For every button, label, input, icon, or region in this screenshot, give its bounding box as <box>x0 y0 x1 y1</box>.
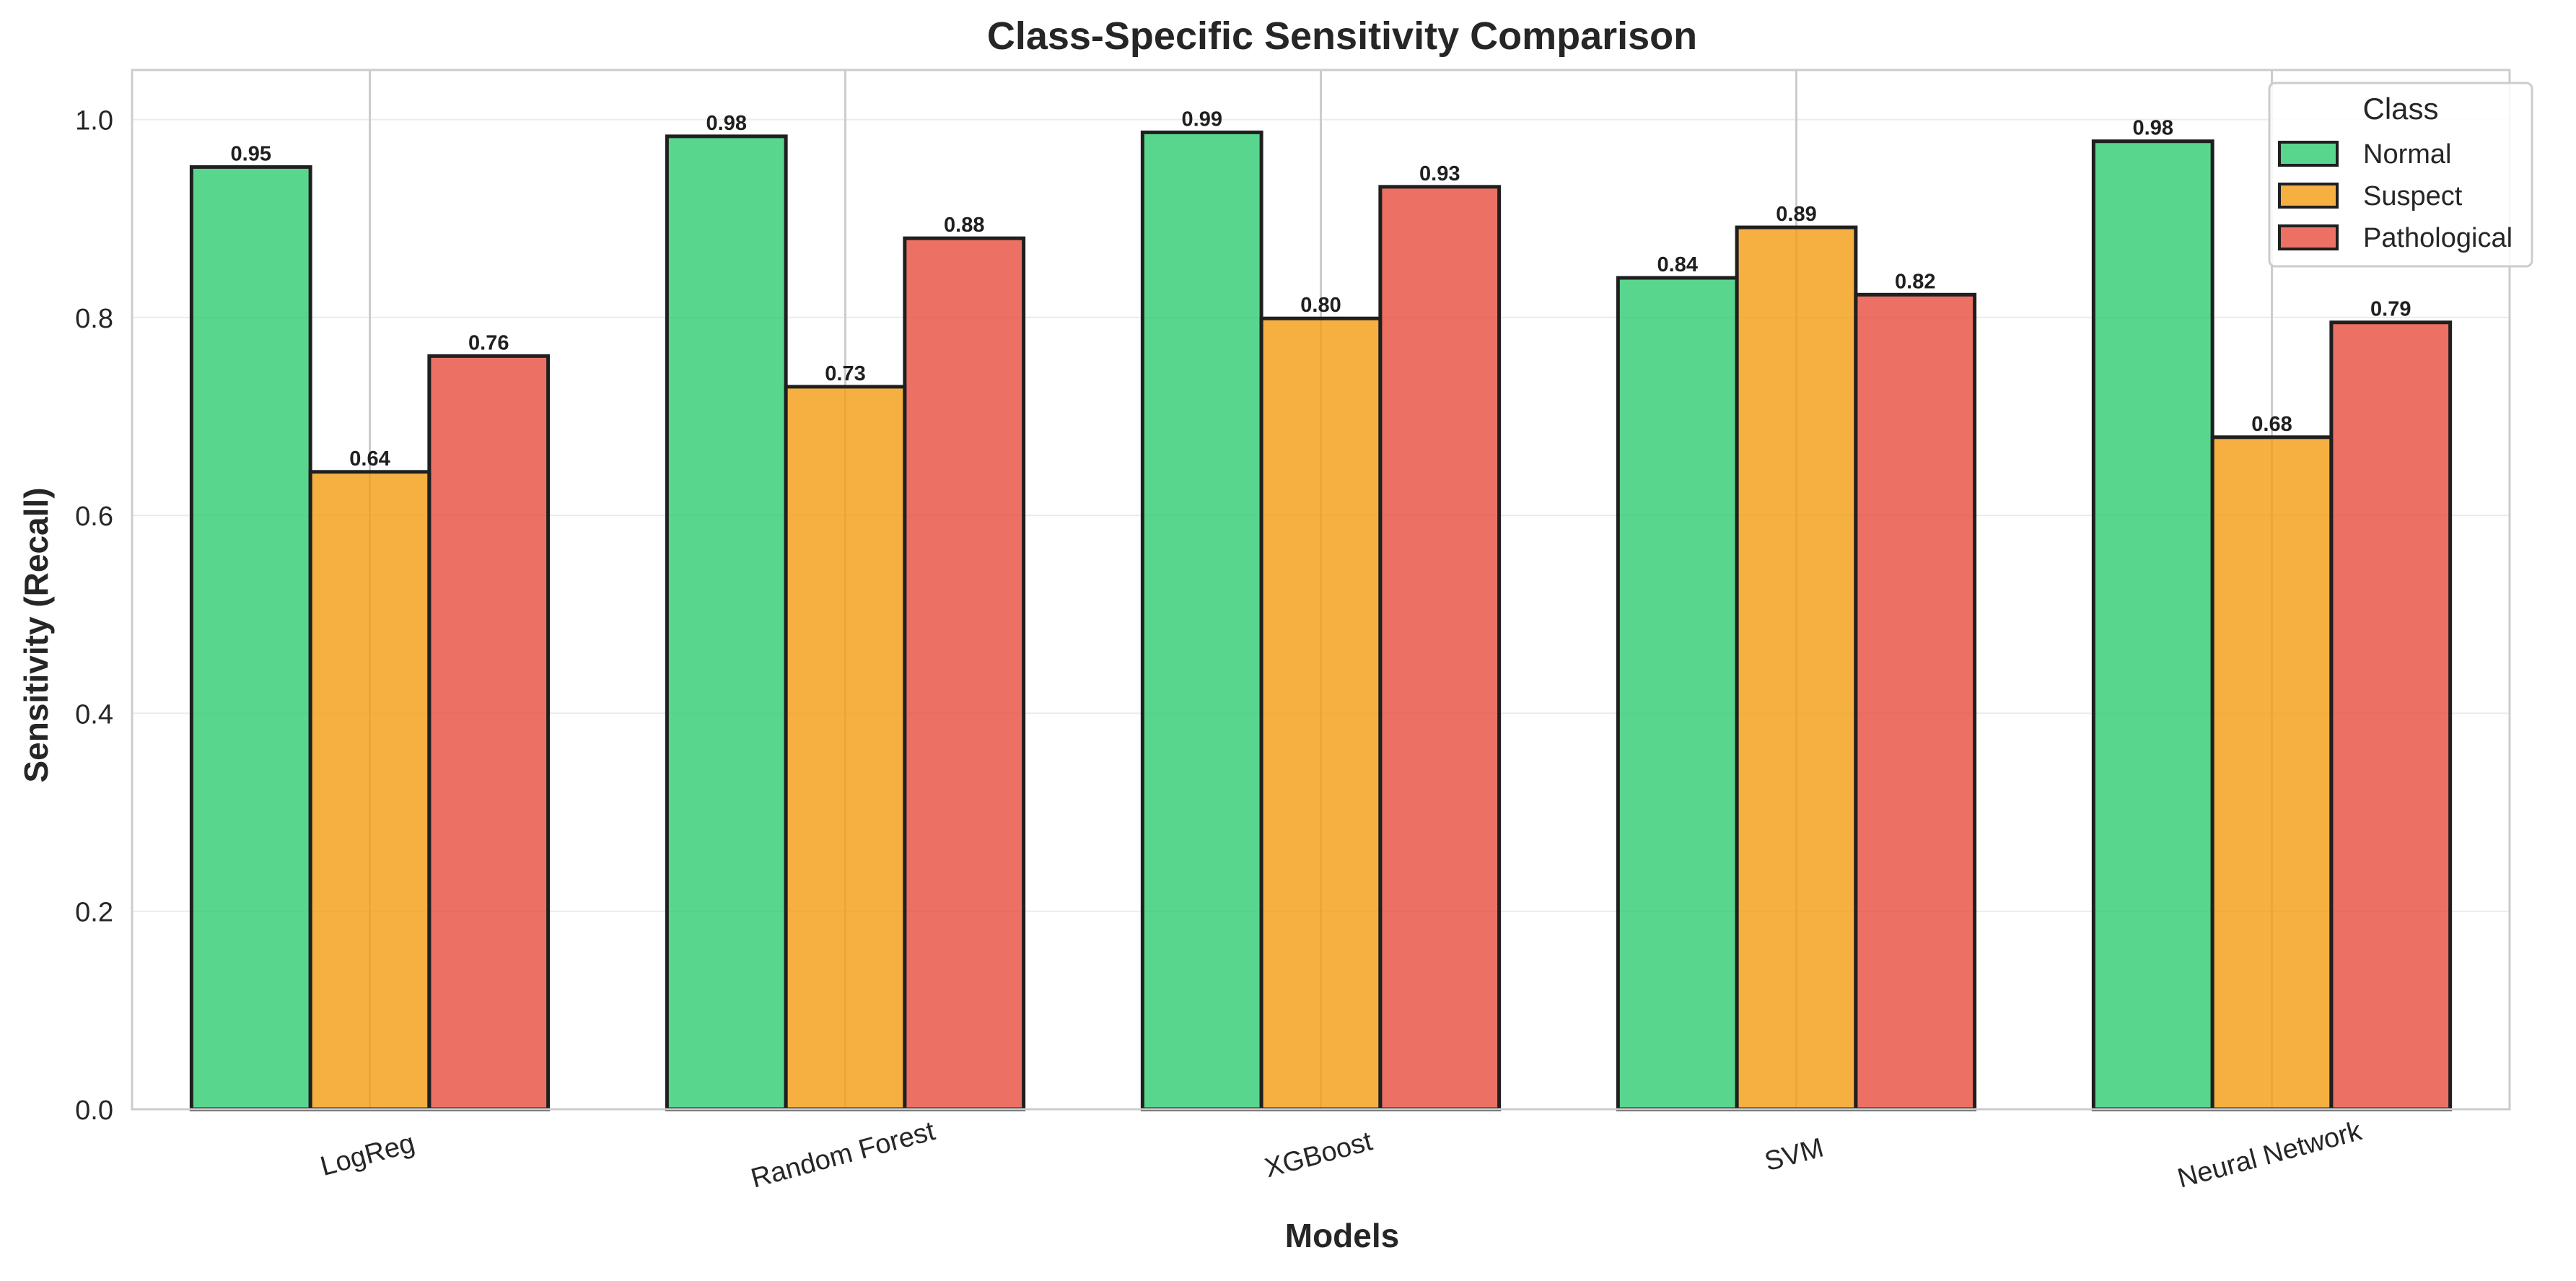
bar-value-label: 0.84 <box>1657 253 1698 276</box>
plot-frame <box>131 69 2511 1111</box>
bar-pathological <box>1378 185 1502 1111</box>
legend-label: Suspect <box>2363 181 2463 211</box>
chart-title: Class-Specific Sensitivity Comparison <box>987 14 1697 58</box>
bar-value-label: 0.76 <box>468 331 509 354</box>
legend-title: Class <box>2362 92 2438 126</box>
bar-value-label: 0.82 <box>1895 270 1935 293</box>
bar-pathological <box>903 236 1026 1111</box>
y-tick-label: 0.6 <box>75 502 113 532</box>
bar-value-label: 0.98 <box>706 112 747 135</box>
legend: Class Normal Suspect Pathological <box>2268 82 2533 268</box>
legend-swatch-pathological <box>2278 224 2339 250</box>
bar-suspect <box>1735 225 1858 1111</box>
legend-swatch-normal <box>2278 141 2339 167</box>
bar-normal <box>2091 139 2214 1111</box>
bar-suspect <box>2210 435 2334 1111</box>
bar-normal <box>189 165 312 1111</box>
y-tick-label: 0.2 <box>75 898 113 928</box>
bar-value-label: 0.95 <box>231 142 271 165</box>
x-tick-label: Random Forest <box>748 1116 938 1194</box>
bar-pathological <box>2329 320 2453 1111</box>
bar-value-label: 0.93 <box>1419 162 1460 185</box>
bar-suspect <box>308 470 431 1111</box>
bar-normal <box>1616 276 1739 1111</box>
y-tick-label: 0.4 <box>75 699 113 730</box>
legend-swatch-suspect <box>2278 183 2339 209</box>
bar-value-label: 0.98 <box>2133 117 2173 140</box>
x-tick-label: XGBoost <box>1262 1126 1376 1184</box>
y-tick-label: 1.0 <box>75 106 113 136</box>
y-tick-label: 0.0 <box>75 1096 113 1126</box>
legend-box <box>2268 82 2533 268</box>
x-tick-label: LogReg <box>317 1128 418 1182</box>
x-tick-label: SVM <box>1761 1132 1826 1177</box>
bar-value-label: 0.64 <box>349 447 390 471</box>
bar-value-label: 0.68 <box>2251 413 2292 436</box>
bar-suspect <box>784 385 907 1111</box>
legend-label: Pathological <box>2363 223 2513 253</box>
legend-label: Normal <box>2363 139 2451 170</box>
x-tick-label: Neural Network <box>2174 1116 2365 1194</box>
bar-value-label: 0.89 <box>1776 203 1816 226</box>
y-tick-label: 0.8 <box>75 304 113 334</box>
bar-value-label: 0.80 <box>1300 294 1341 317</box>
y-axis-label: Sensitivity (Recall) <box>17 487 55 782</box>
bar-pathological <box>1854 292 1977 1111</box>
bar-normal <box>1140 130 1263 1111</box>
bar-value-label: 0.99 <box>1182 108 1222 131</box>
bar-normal <box>665 134 788 1111</box>
bar-pathological <box>427 354 551 1111</box>
bar-value-label: 0.73 <box>825 362 865 385</box>
bar-value-label: 0.88 <box>944 214 984 237</box>
bar-suspect <box>1259 316 1383 1111</box>
x-axis-label: Models <box>1285 1217 1399 1254</box>
bar-value-label: 0.79 <box>2370 298 2411 321</box>
